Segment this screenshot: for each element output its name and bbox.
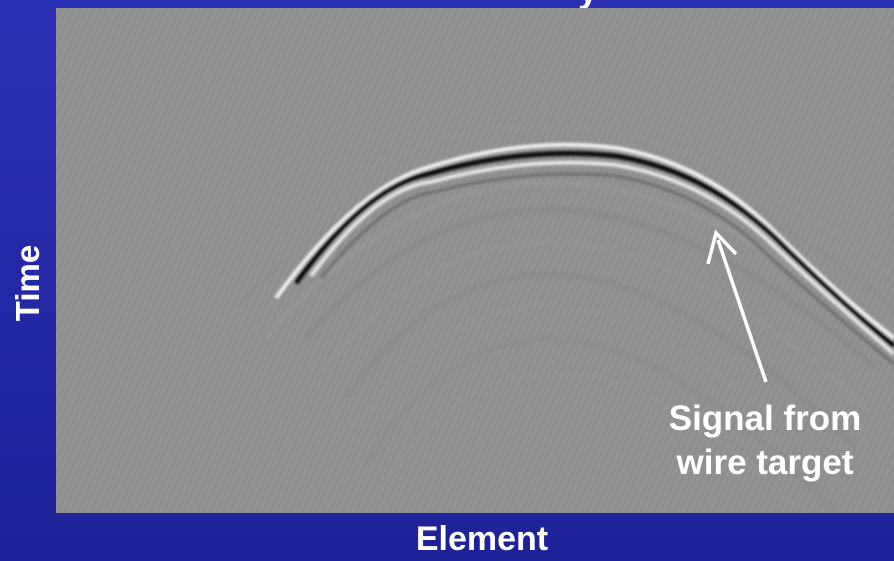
slide-title-fragment: y (0, 0, 894, 10)
signal-annotation: Signal from wire target (620, 397, 894, 485)
ultrasound-image (56, 8, 894, 513)
callout-arrow (706, 229, 768, 383)
annotation-line-1: Signal from (668, 399, 862, 438)
ultrasound-image-panel (56, 8, 894, 513)
title-descender: y (578, 0, 598, 10)
wire-signal-arc (274, 142, 894, 366)
y-axis-label: Time (9, 244, 46, 322)
x-axis-label: Element (415, 520, 549, 558)
annotation-line-2: wire target (676, 443, 854, 482)
